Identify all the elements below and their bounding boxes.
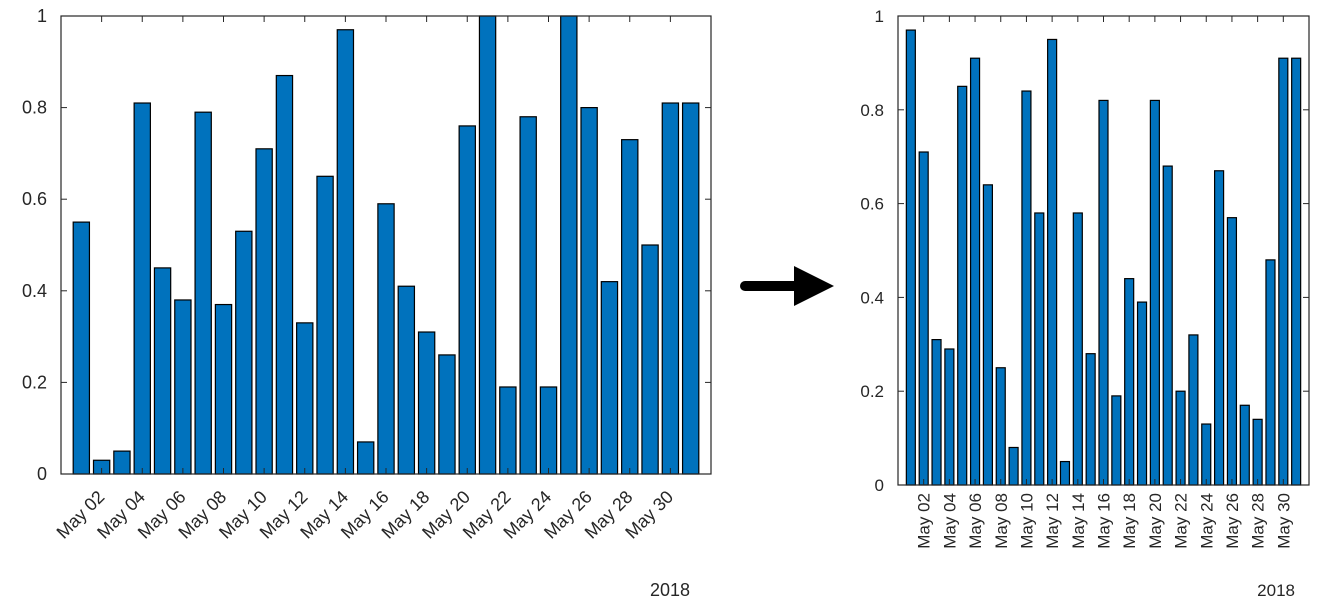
bar <box>905 29 916 486</box>
bar <box>1226 217 1238 486</box>
bar <box>1136 301 1148 486</box>
bar <box>1047 38 1058 486</box>
bar <box>275 74 294 475</box>
bar <box>356 441 375 475</box>
x-tick-label: May 04 <box>940 493 959 549</box>
y-tick-label: 0.2 <box>22 372 47 392</box>
bar <box>621 139 639 475</box>
bar <box>113 450 131 475</box>
y-tick-label: 0.6 <box>860 195 884 214</box>
bar <box>1239 404 1250 486</box>
y-tick-label: 0.4 <box>22 281 47 301</box>
x-tick-label: May 08 <box>992 493 1011 549</box>
y-tick-label: 0.4 <box>860 288 884 307</box>
x-tick-label: May 16 <box>1095 493 1114 549</box>
bar <box>499 386 517 475</box>
bar <box>931 339 942 486</box>
x-tick-label: May 02 <box>915 493 934 549</box>
bar <box>1124 278 1135 486</box>
bar <box>969 57 981 486</box>
bar <box>1098 99 1109 486</box>
bar <box>1059 460 1071 486</box>
x-tick-label: May 26 <box>1223 493 1242 549</box>
bar <box>336 29 355 475</box>
bar <box>1278 57 1289 486</box>
x-tick-label: May 20 <box>1146 493 1165 549</box>
bar <box>1291 57 1302 486</box>
bar <box>438 354 456 475</box>
bar <box>1252 418 1263 486</box>
bar <box>1111 395 1122 486</box>
bar <box>1162 165 1173 486</box>
right-bar-chart: 0 0.2 0.4 0.6 0.8 1 May 02 May 04 May 06 May 08 Ma… <box>860 7 1310 600</box>
y-tick-label: 1 <box>875 7 884 26</box>
bar <box>944 348 955 486</box>
bar <box>1213 170 1225 486</box>
bar <box>1085 353 1096 486</box>
bar <box>957 85 968 486</box>
x-tick-label: May 10 <box>1017 493 1036 549</box>
bar <box>316 175 334 475</box>
bar <box>600 281 619 475</box>
y-tick-label: 0.8 <box>22 98 47 118</box>
y-tick-label: 1 <box>37 6 47 26</box>
bar <box>174 299 192 475</box>
bar <box>255 148 273 475</box>
y-tick-label: 0.8 <box>860 101 884 120</box>
x-tick-label: May 12 <box>1043 493 1062 549</box>
bar <box>1188 334 1199 486</box>
bar <box>478 15 497 475</box>
x-tick-label: May 06 <box>966 493 985 549</box>
y-tick-label: 0.2 <box>860 382 884 401</box>
bar <box>296 322 314 475</box>
bar <box>539 386 558 475</box>
x-year-label: 2018 <box>1257 581 1295 600</box>
bar <box>580 106 598 475</box>
bar <box>1072 212 1083 486</box>
right-arrow-icon <box>740 266 834 306</box>
bar <box>377 203 395 475</box>
bar <box>133 102 151 475</box>
bar <box>1034 212 1045 486</box>
bar <box>1201 423 1212 486</box>
bar <box>458 125 476 475</box>
bar <box>72 221 91 475</box>
y-tick-label: 0 <box>37 464 47 484</box>
bar <box>214 303 233 475</box>
x-year-label: 2018 <box>650 580 690 600</box>
bar <box>153 267 172 475</box>
bar <box>918 151 929 486</box>
y-tick-label: 0 <box>875 476 884 495</box>
bar <box>1175 390 1186 486</box>
arrow-head <box>794 266 834 306</box>
bar <box>641 244 659 475</box>
x-tick-label: May 24 <box>1197 493 1216 549</box>
bar <box>1149 99 1160 486</box>
x-tick-label: May 30 <box>1274 493 1293 549</box>
bar <box>1265 259 1276 486</box>
bar <box>235 230 253 475</box>
x-tick-label: May 22 <box>1172 493 1191 549</box>
y-tick-label: 0.6 <box>22 189 47 209</box>
bar <box>194 111 212 475</box>
x-tick-label: May 28 <box>1249 493 1268 549</box>
bar <box>982 184 993 486</box>
bar <box>681 102 700 475</box>
bar <box>661 102 680 475</box>
bar <box>1008 446 1019 486</box>
x-tick-label: May 18 <box>1120 493 1139 549</box>
bar <box>519 116 537 475</box>
x-tick-label: May 14 <box>1069 493 1088 549</box>
bar <box>1021 90 1032 486</box>
bar <box>417 331 436 475</box>
bar <box>397 285 416 475</box>
bar <box>995 367 1006 486</box>
bar <box>560 15 578 475</box>
